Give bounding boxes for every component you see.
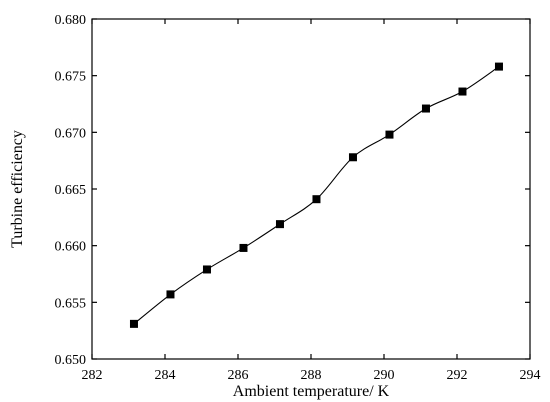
x-tick-label: 290 bbox=[374, 368, 395, 383]
x-axis: 282 284 286 288 290 292 294 bbox=[82, 19, 541, 383]
y-tick-label: 0.655 bbox=[55, 296, 87, 311]
data-point bbox=[166, 290, 175, 299]
y-tick-label: 0.650 bbox=[55, 353, 87, 368]
data-point bbox=[385, 130, 394, 139]
data-point bbox=[494, 62, 503, 71]
y-axis-title: Turbine efficiency bbox=[9, 130, 26, 248]
y-axis: 0.650 0.655 0.660 0.665 0.670 0.675 0.680 bbox=[55, 13, 530, 368]
x-axis-title: Ambient temperature/ K bbox=[233, 383, 390, 400]
data-point bbox=[129, 319, 138, 328]
data-point bbox=[239, 243, 248, 252]
x-tick-label: 292 bbox=[447, 368, 468, 383]
y-tick-label: 0.670 bbox=[55, 126, 87, 141]
x-tick-label: 294 bbox=[520, 368, 541, 383]
y-tick-label: 0.675 bbox=[55, 70, 87, 85]
x-tick-label: 286 bbox=[228, 368, 249, 383]
data-point bbox=[202, 265, 211, 274]
data-point bbox=[275, 220, 284, 229]
data-point bbox=[312, 195, 321, 204]
x-tick-label: 284 bbox=[155, 368, 176, 383]
x-tick-label: 288 bbox=[301, 368, 322, 383]
series-markers bbox=[129, 62, 503, 328]
plot-frame bbox=[91, 18, 531, 360]
data-point bbox=[458, 87, 467, 96]
data-point bbox=[421, 104, 430, 113]
data-point bbox=[348, 153, 357, 162]
y-tick-label: 0.680 bbox=[55, 13, 87, 28]
x-tick-label: 282 bbox=[82, 368, 103, 383]
y-tick-label: 0.660 bbox=[55, 240, 87, 255]
y-tick-label: 0.665 bbox=[55, 183, 87, 198]
